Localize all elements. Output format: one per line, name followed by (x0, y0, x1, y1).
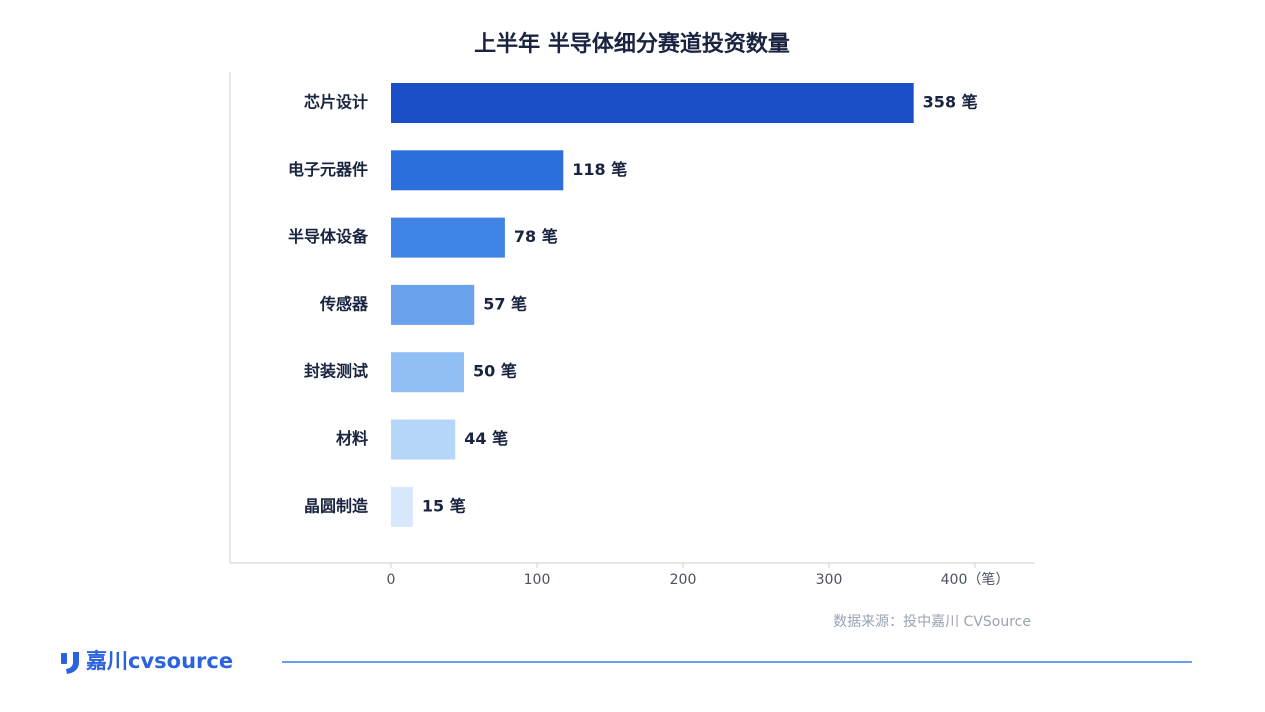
x-tick-label: 100 (524, 572, 551, 588)
value-label: 57 笔 (483, 294, 527, 313)
category-label: 封装测试 (304, 362, 368, 381)
brand-logo: 嘉川cvsource (61, 649, 233, 674)
bar (391, 352, 464, 393)
value-label: 118 笔 (572, 160, 627, 179)
category-label: 电子元器件 (288, 160, 368, 179)
chart-title: 上半年 半导体细分赛道投资数量 (474, 31, 790, 57)
bar (391, 83, 914, 123)
bar (391, 486, 413, 527)
logo-icon (66, 652, 79, 674)
x-tick-label: 400（笔） (941, 572, 1010, 588)
value-label: 44 笔 (464, 429, 508, 448)
bar (391, 419, 456, 460)
value-label: 50 笔 (473, 362, 517, 381)
category-label: 传感器 (319, 294, 369, 313)
source: 数据来源：投中嘉川 CVSource (833, 614, 1031, 630)
brand: 嘉川cvsource (86, 649, 233, 673)
bar (391, 150, 564, 191)
x-tick-label: 300 (816, 572, 843, 588)
category-label: 材料 (336, 429, 368, 448)
bar (391, 284, 475, 325)
logo-icon (61, 653, 67, 664)
value-label: 358 笔 (923, 93, 978, 112)
x-tick-label: 200 (670, 572, 697, 588)
x-tick-label: 0 (387, 572, 396, 588)
category-label: 芯片设计 (304, 93, 368, 112)
bar (391, 217, 505, 258)
value-label: 15 笔 (422, 496, 466, 515)
category-label: 晶圆制造 (304, 496, 369, 515)
value-label: 78 笔 (514, 227, 558, 246)
category-label: 半导体设备 (288, 227, 369, 246)
